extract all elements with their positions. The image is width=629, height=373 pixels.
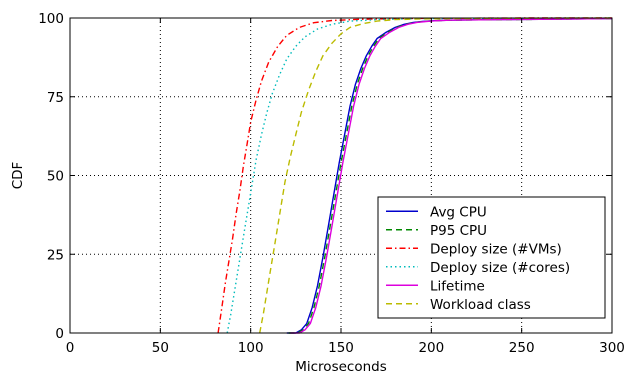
series-line-2 xyxy=(217,17,612,334)
x-tick-label: 100 xyxy=(238,340,264,356)
axis-ticks: 0 50 100 150 200 250 300 0 25 50 75 100 xyxy=(38,11,625,356)
x-tick-label: 300 xyxy=(599,340,625,356)
y-tick-label: 50 xyxy=(47,169,64,185)
y-tick-label: 0 xyxy=(55,326,64,342)
y-tick-label: 100 xyxy=(38,11,64,27)
series-line-3 xyxy=(226,17,613,334)
series-line-1 xyxy=(288,17,613,334)
legend-label: Avg CPU xyxy=(430,204,487,220)
y-axis-label: CDF xyxy=(10,162,26,190)
legend-label: P95 CPU xyxy=(430,223,487,239)
grid xyxy=(70,18,612,333)
legend-label: Lifetime xyxy=(430,278,485,294)
x-axis-label: Microseconds xyxy=(295,359,387,373)
y-tick-label: 25 xyxy=(47,247,64,263)
y-tick-label: 75 xyxy=(47,90,64,106)
x-tick-label: 50 xyxy=(152,340,169,356)
x-tick-label: 200 xyxy=(418,340,444,356)
legend: Avg CPU P95 CPU Deploy size (#VMs) Deploy s… xyxy=(377,196,606,319)
series-line-4 xyxy=(290,17,613,334)
x-tick-label: 150 xyxy=(328,340,354,356)
series-line-5 xyxy=(259,17,613,334)
series-lines xyxy=(217,17,613,334)
legend-label: Workload class xyxy=(430,297,531,313)
legend-label: Deploy size (#VMs) xyxy=(430,241,562,257)
x-tick-label: 0 xyxy=(66,340,75,356)
x-tick-label: 250 xyxy=(509,340,535,356)
legend-label: Deploy size (#cores) xyxy=(430,260,570,276)
legend-box xyxy=(377,196,606,319)
